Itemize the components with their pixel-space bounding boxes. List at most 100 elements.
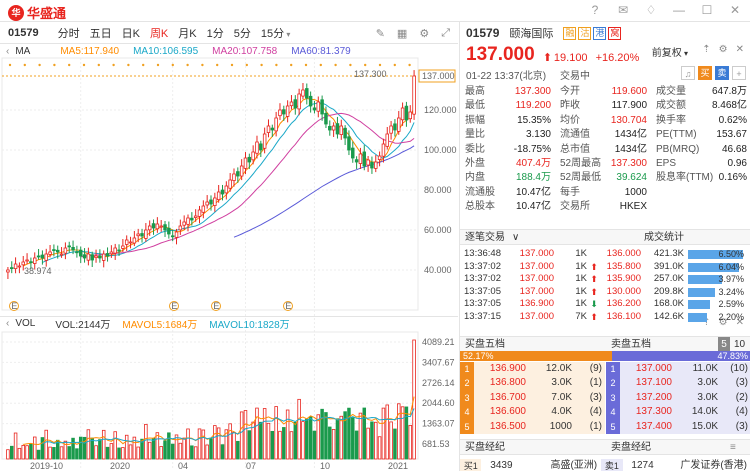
tab-five-day[interactable]: 五日: [89, 27, 112, 40]
shirt-icon[interactable]: ♢: [645, 3, 657, 17]
vol-settings-icon[interactable]: ⚙: [718, 317, 728, 328]
buy-broker-level: 买1: [460, 459, 482, 471]
quote-value: 188.4万: [515, 172, 551, 184]
up-arrow-icon[interactable]: ⇡: [702, 44, 711, 55]
bid-level[interactable]: 2 136.800 3.0K (1): [460, 376, 605, 391]
event-dot: [260, 63, 263, 67]
layout-icon[interactable]: ▦: [396, 28, 408, 40]
bid-level[interactable]: 1 136.900 12.0K (9): [460, 362, 605, 377]
settings-icon[interactable]: ⚙: [419, 28, 430, 40]
adjust-select[interactable]: 前复权: [652, 44, 688, 59]
tab-daily-k[interactable]: 日K: [121, 27, 140, 40]
event-dot: [216, 63, 219, 67]
buy-book-header: 买盘五档: [465, 339, 505, 350]
book-cell: (3): [589, 391, 602, 403]
tab-weekly-k[interactable]: 周K: [149, 27, 169, 40]
quote-key: 最低: [465, 100, 485, 112]
ask-level[interactable]: 2 137.100 3.0K (3): [606, 376, 750, 391]
vol-label[interactable]: VOL: [15, 318, 36, 329]
candle-body: [377, 155, 382, 161]
candle-body: [190, 217, 194, 221]
vol-up-arrow-icon[interactable]: ⇡: [702, 317, 711, 328]
close-icon[interactable]: ✕: [729, 3, 741, 17]
quote-cell: 52周最低 39.624: [555, 171, 651, 185]
quote-cell: 最高 137.300: [460, 85, 555, 99]
trade-cell: 135.900: [606, 273, 641, 285]
depth-10-button[interactable]: 10: [734, 339, 746, 350]
volume-bar: [21, 444, 25, 460]
tab-monthly-k[interactable]: 月K: [178, 27, 197, 40]
quote-key: EPS: [656, 157, 677, 169]
quote-value: 46.68: [721, 143, 747, 155]
candle-body: [52, 249, 56, 252]
candle-body: [305, 88, 309, 99]
quote-value: 117.900: [611, 100, 647, 112]
buy-button[interactable]: 买: [698, 66, 712, 80]
book-cell: 137.200: [635, 391, 672, 403]
expand-icon[interactable]: ⤢: [441, 27, 450, 39]
mavol5-line: [23, 396, 415, 446]
tab-1min[interactable]: 1分: [206, 27, 224, 40]
buy-sell-ratio-bar: 52.17% 47.83%: [460, 351, 750, 361]
close-indicator-icon[interactable]: ✕: [735, 44, 744, 55]
collapse-vol-icon[interactable]: ‹: [6, 318, 10, 329]
quote-row: 量比 3.130 流通值 1434亿 PE(TTM) 153.67: [460, 128, 750, 142]
tab-15min[interactable]: 15分: [256, 25, 296, 41]
ask-level[interactable]: 4 137.300 14.0K (4): [606, 405, 750, 420]
indicator-settings-icon[interactable]: ⚙: [718, 44, 728, 55]
vol-value: VOL:2144万: [55, 320, 111, 331]
candle-body: [105, 253, 110, 257]
candle-body: [259, 143, 263, 151]
ma60-line: [233, 145, 415, 238]
volume-bar: [193, 446, 198, 460]
ask-level[interactable]: 3 137.200 3.0K (2): [606, 390, 750, 406]
draw-tool-icon[interactable]: ✎: [375, 28, 385, 40]
candle-body: [167, 227, 171, 235]
event-dot: [186, 63, 189, 67]
volume-bar: [197, 428, 202, 460]
ask-level[interactable]: 5 137.400 15.0K (3): [606, 419, 750, 434]
volume-bar: [144, 423, 148, 460]
bid-level[interactable]: 4 136.600 4.0K (4): [460, 405, 605, 420]
ma60-value: MA60:81.379: [291, 45, 351, 57]
candle-body: [224, 185, 229, 194]
stats-header[interactable]: 成交统计: [644, 232, 684, 243]
volume-bar: [274, 406, 278, 460]
depth-5-button[interactable]: 5: [718, 337, 730, 352]
tab-intraday[interactable]: 分时: [57, 27, 80, 40]
quote-key: 成交额: [656, 100, 686, 112]
trades-toggle-icon[interactable]: ∨: [512, 232, 520, 243]
ask-level[interactable]: 1 137.000 11.0K (10): [606, 362, 750, 377]
candle-body: [197, 209, 202, 217]
quote-value: 647.8万: [711, 86, 747, 97]
mail-icon[interactable]: ✉: [617, 3, 629, 17]
volume-bar: [190, 445, 194, 460]
tab-5min[interactable]: 5分: [233, 27, 251, 40]
close-vol-icon[interactable]: ✕: [735, 317, 744, 328]
help-icon[interactable]: ?: [591, 3, 599, 17]
add-watchlist-icon[interactable]: +: [732, 66, 746, 80]
volume-bar: [25, 445, 29, 460]
ma-label[interactable]: MA: [15, 45, 31, 57]
volume-bar: [32, 436, 37, 460]
candle-body: [400, 107, 405, 121]
bid-level[interactable]: 5 136.500 1000 (1): [460, 419, 605, 434]
candlestick-chart[interactable]: 120.000100.00080.00060.00040.000137.000 …: [0, 0, 458, 471]
broker-menu-icon[interactable]: ≡: [730, 442, 736, 453]
candle-body: [101, 253, 106, 261]
dividend-marker-letter: E: [213, 301, 219, 311]
alert-icon[interactable]: ♫: [681, 66, 695, 80]
sell-button[interactable]: 卖: [715, 66, 729, 80]
bid-level[interactable]: 3 136.700 7.0K (3): [460, 390, 605, 406]
maximize-icon[interactable]: ☐: [701, 3, 713, 17]
quote-row: 委比 -18.75% 总市值 1434亿 PB(MRQ) 46.68: [460, 143, 750, 157]
quote-name: 颐海国际: [509, 28, 554, 40]
book-cell: (3): [735, 420, 748, 432]
sell-broker-header: 卖盘经纪: [611, 442, 651, 453]
volume-bar: [377, 436, 382, 460]
minimize-icon[interactable]: —: [673, 3, 685, 17]
book-cell: 136.900: [489, 363, 526, 374]
collapse-icon[interactable]: ‹: [6, 45, 10, 57]
trades-header[interactable]: 逐笔交易: [465, 232, 505, 243]
candle-body: [362, 151, 367, 167]
